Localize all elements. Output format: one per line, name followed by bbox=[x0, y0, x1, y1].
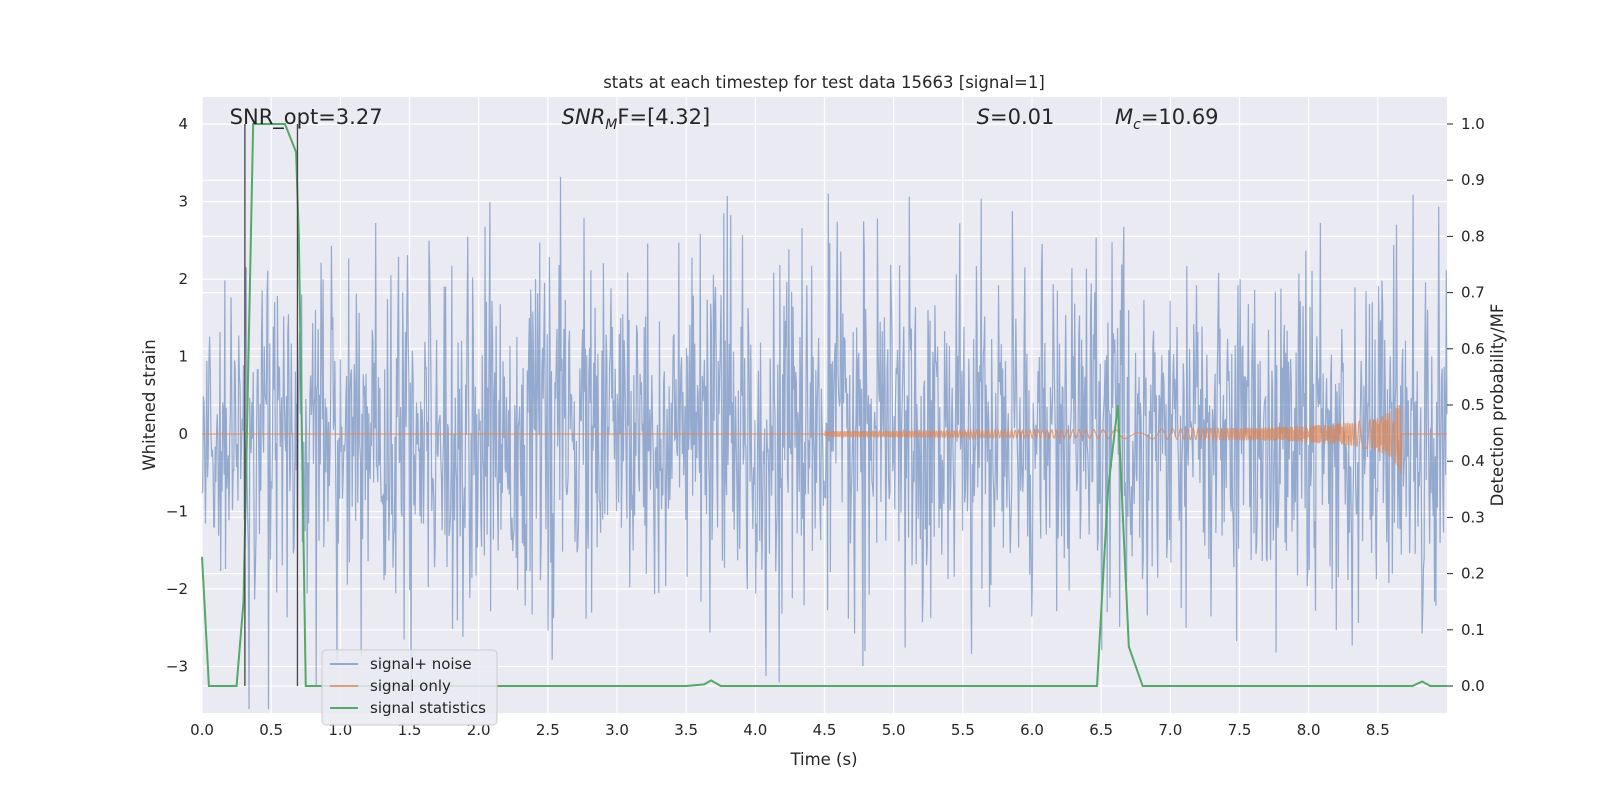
y-axis-ticks: 4 3 2 1 0 −1 −2 −3 bbox=[166, 115, 188, 675]
x-tick-label: 6.0 bbox=[1020, 721, 1044, 739]
y2-tick-label: 0.7 bbox=[1461, 284, 1485, 302]
y-tick-label: −2 bbox=[166, 580, 188, 598]
y2-tick-label: 0.5 bbox=[1461, 396, 1485, 414]
y2-tick-label: 0.1 bbox=[1461, 621, 1485, 639]
plot-area bbox=[201, 122, 1448, 710]
series-signal-statistics bbox=[201, 122, 1447, 688]
y2-tick-label: 0.9 bbox=[1461, 171, 1485, 189]
y2-tick-label: 1.0 bbox=[1461, 115, 1485, 133]
y-tick-label: −3 bbox=[166, 658, 188, 676]
x-tick-label: 4.5 bbox=[813, 721, 837, 739]
legend: signal+ noise signal only signal statist… bbox=[321, 649, 498, 726]
annotation-1: SNRMF=[4.32] bbox=[562, 105, 711, 133]
x-tick-label: 0.0 bbox=[190, 721, 214, 739]
x-tick-label: 8.0 bbox=[1297, 721, 1321, 739]
y-tick-label: 2 bbox=[178, 270, 188, 288]
x-tick-label: 8.5 bbox=[1366, 721, 1390, 739]
y2-tick-label: 0.8 bbox=[1461, 227, 1485, 245]
y2-tick-label: 0.3 bbox=[1461, 508, 1485, 526]
y-tick-label: 3 bbox=[178, 193, 188, 211]
legend-box bbox=[321, 649, 498, 726]
y-tick-label: 4 bbox=[178, 115, 188, 133]
x-tick-label: 3.5 bbox=[674, 721, 698, 739]
x-tick-label: 2.5 bbox=[536, 721, 560, 739]
legend-entry-signal: signal only bbox=[370, 677, 451, 695]
x-axis-label: Time (s) bbox=[789, 750, 857, 769]
x-tick-label: 4.0 bbox=[743, 721, 767, 739]
grid bbox=[201, 97, 1447, 713]
series-signal-noise bbox=[201, 176, 1448, 710]
y2-tick-label: 0.4 bbox=[1461, 452, 1485, 470]
annotation-2: S=0.01 bbox=[977, 105, 1055, 129]
x-tick-label: 5.0 bbox=[882, 721, 906, 739]
y2-axis-ticks: 1.0 0.9 0.8 0.7 0.6 0.5 0.4 0.3 0.2 0.1 0.0 bbox=[1447, 115, 1485, 695]
y2-tick-label: 0.6 bbox=[1461, 340, 1485, 358]
y-tick-label: 1 bbox=[178, 348, 188, 366]
chart-title: stats at each timestep for test data 156… bbox=[603, 73, 1045, 92]
y2-tick-label: 0.0 bbox=[1461, 677, 1485, 695]
x-tick-label: 7.5 bbox=[1228, 721, 1252, 739]
x-tick-label: 0.5 bbox=[259, 721, 283, 739]
x-tick-label: 7.0 bbox=[1158, 721, 1182, 739]
annotation-0: SNR_opt=3.27 bbox=[230, 105, 383, 130]
x-tick-label: 6.5 bbox=[1089, 721, 1113, 739]
y-axis-label: Whitened strain bbox=[140, 339, 159, 470]
series-signal-only bbox=[202, 404, 1447, 474]
y2-tick-label: 0.2 bbox=[1461, 565, 1485, 583]
x-tick-label: 5.5 bbox=[951, 721, 975, 739]
annotations: SNR_opt=3.27 SNRMF=[4.32] S=0.01 Mc=10.69 bbox=[230, 105, 1219, 133]
x-tick-label: 3.0 bbox=[605, 721, 629, 739]
legend-entry-noise: signal+ noise bbox=[370, 655, 472, 673]
legend-entry-stats: signal statistics bbox=[370, 699, 486, 717]
annotation-3: Mc=10.69 bbox=[1115, 105, 1219, 133]
y-tick-label: −1 bbox=[166, 503, 188, 521]
y-tick-label: 0 bbox=[178, 425, 188, 443]
y2-axis-label: Detection probability/MF bbox=[1488, 304, 1507, 507]
